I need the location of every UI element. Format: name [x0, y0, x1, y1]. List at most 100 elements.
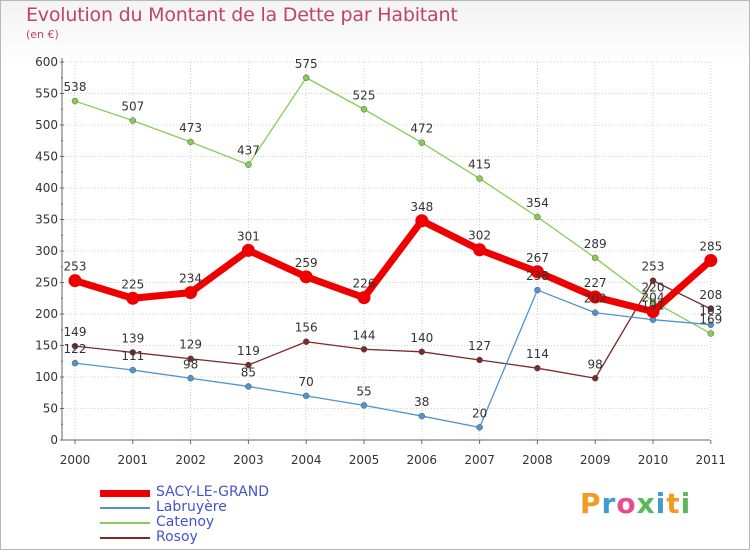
data-label: 129 [179, 338, 202, 352]
data-label: 437 [237, 144, 260, 158]
data-point [126, 291, 140, 305]
y-tick-label: 200 [35, 307, 58, 321]
data-point [588, 290, 602, 304]
x-tick-label: 2005 [349, 453, 380, 467]
data-point [473, 243, 487, 257]
series-line-rosoy [74, 279, 712, 379]
data-point [187, 138, 194, 146]
data-point [707, 330, 715, 337]
y-tick-label: 0 [50, 433, 58, 447]
data-label: 204 [642, 290, 665, 304]
data-label: 191 [642, 299, 665, 313]
x-tick-label: 2002 [175, 453, 206, 467]
x-tick-label: 2011 [696, 453, 727, 467]
data-label: 144 [353, 328, 376, 342]
data-point [534, 213, 541, 221]
x-tick-label: 2000 [60, 453, 91, 467]
data-label: 38 [414, 395, 429, 409]
x-tick-label: 2001 [118, 453, 149, 467]
legend-swatch [100, 522, 150, 524]
y-tick-label: 350 [35, 213, 58, 227]
data-label: 119 [237, 344, 260, 358]
data-point [591, 375, 599, 382]
data-point [71, 359, 79, 367]
data-point [418, 348, 426, 356]
data-label: 139 [121, 331, 144, 345]
data-point [71, 97, 79, 105]
data-point [415, 214, 429, 228]
data-point [591, 309, 599, 316]
x-tick-label: 2006 [407, 453, 438, 467]
data-point [68, 274, 82, 288]
data-point [187, 355, 194, 362]
y-tick-label: 150 [35, 339, 58, 353]
y-tick-label: 400 [35, 181, 58, 195]
x-tick-label: 2003 [233, 453, 264, 467]
logo-letter: x [636, 487, 656, 520]
data-label: 302 [468, 229, 491, 243]
x-tick-label: 2010 [638, 453, 669, 467]
data-point [129, 117, 137, 124]
data-label: 202 [584, 292, 607, 306]
data-point [245, 361, 252, 369]
data-label: 55 [356, 384, 371, 398]
data-label: 415 [468, 158, 491, 172]
logo-letter: i [655, 487, 667, 520]
y-tick-label: 300 [35, 244, 58, 258]
data-point [704, 253, 718, 267]
data-point [476, 424, 483, 431]
data-point [649, 277, 657, 284]
legend-label: SACY-LE-GRAND [156, 484, 269, 500]
data-label: 267 [526, 251, 549, 265]
data-label: 285 [699, 239, 722, 253]
data-label: 538 [64, 80, 87, 94]
legend-swatch [100, 537, 150, 539]
data-point [707, 321, 715, 328]
y-tick-label: 500 [35, 118, 58, 132]
data-point [476, 356, 483, 364]
data-point [71, 342, 79, 350]
data-label: 169 [699, 313, 722, 327]
data-point [360, 346, 368, 353]
data-label: 507 [121, 100, 144, 114]
y-tick-label: 450 [35, 150, 58, 164]
data-label: 253 [642, 260, 665, 274]
data-label: 472 [410, 122, 433, 136]
data-label: 98 [183, 357, 198, 371]
legend-swatch [100, 489, 150, 497]
data-point [534, 364, 541, 372]
data-label: 301 [237, 229, 260, 243]
data-label: 227 [584, 276, 607, 290]
x-tick-label: 2004 [291, 453, 322, 467]
y-tick-label: 250 [35, 276, 58, 290]
data-point [360, 402, 368, 409]
data-point [184, 286, 198, 300]
data-point [302, 392, 310, 400]
data-label: 259 [295, 256, 318, 270]
data-point [129, 349, 137, 356]
data-point [418, 139, 426, 146]
legend-label: Labruyère [156, 499, 227, 515]
data-point [646, 304, 660, 318]
data-label: 111 [121, 349, 144, 363]
y-tick-label: 600 [35, 55, 58, 69]
series-line-sacy-le-grand [73, 217, 714, 315]
data-label: 348 [410, 200, 433, 214]
data-point [591, 254, 599, 262]
legend-label: Rosoy [156, 529, 198, 545]
y-tick-label: 50 [43, 402, 58, 416]
data-label: 156 [295, 321, 318, 335]
data-label: 225 [121, 277, 144, 291]
data-point [245, 383, 252, 390]
data-point [360, 106, 368, 113]
data-point [129, 366, 137, 374]
data-label: 525 [353, 88, 376, 102]
data-point [241, 243, 255, 257]
legend-label: Catenoy [156, 514, 215, 530]
data-label: 234 [179, 272, 202, 286]
data-label: 238 [526, 269, 549, 283]
series-line-catenoy [74, 77, 712, 335]
data-label: 149 [64, 325, 87, 339]
data-label: 354 [526, 196, 549, 210]
